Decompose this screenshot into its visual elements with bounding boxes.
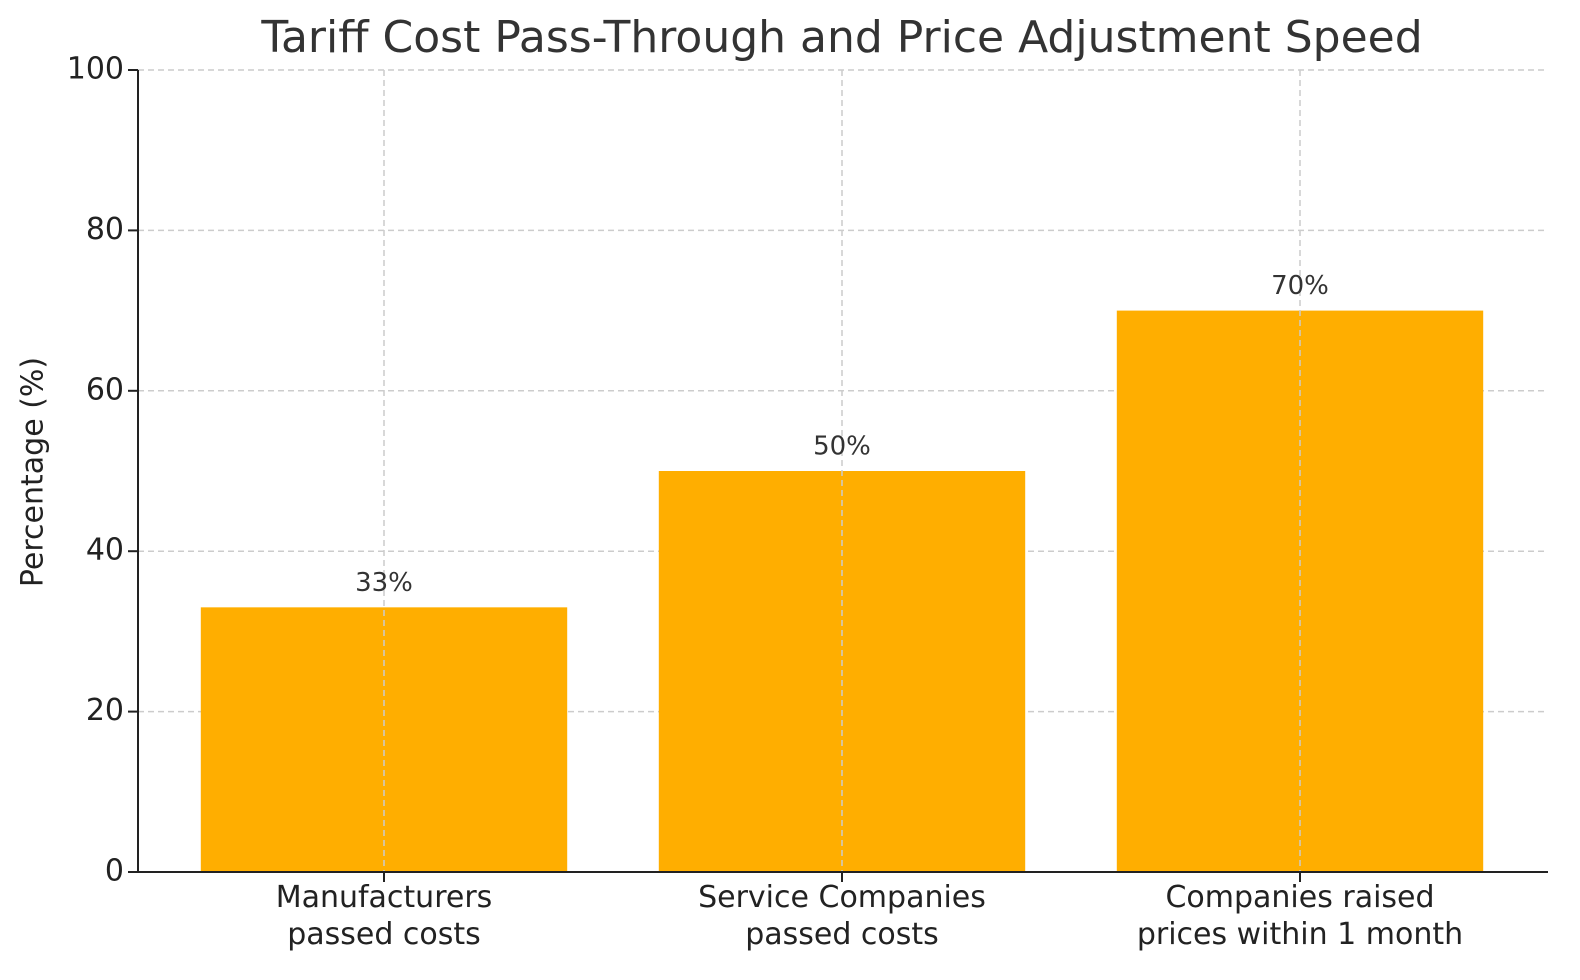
x-tick-label: Manufacturers passed costs <box>276 880 493 952</box>
x-tick-label: Companies raised prices within 1 month <box>1137 880 1463 952</box>
y-axis-label: Percentage (%) <box>16 357 51 587</box>
y-tick-label: 100 <box>67 52 124 87</box>
y-tick-label: 20 <box>86 693 124 728</box>
value-label: 50% <box>813 432 871 462</box>
chart-title: Tariff Cost Pass-Through and Price Adjus… <box>260 12 1422 63</box>
x-tick-label-line: Companies raised <box>1165 880 1434 915</box>
y-tick-label: 60 <box>86 372 124 407</box>
y-tick-label: 0 <box>105 854 124 889</box>
x-tick-label-line: Manufacturers <box>276 880 493 915</box>
value-label: 33% <box>355 568 413 598</box>
x-tick-label-line: Service Companies <box>698 880 986 915</box>
y-tick-label: 80 <box>86 212 124 247</box>
x-tick-label-line: prices within 1 month <box>1137 917 1463 952</box>
x-tick-label: Service Companies passed costs <box>698 880 986 952</box>
value-label: 70% <box>1271 271 1329 301</box>
x-tick-label-line: passed costs <box>287 917 481 952</box>
x-tick-label-line: passed costs <box>745 917 939 952</box>
y-tick-label: 40 <box>86 533 124 568</box>
